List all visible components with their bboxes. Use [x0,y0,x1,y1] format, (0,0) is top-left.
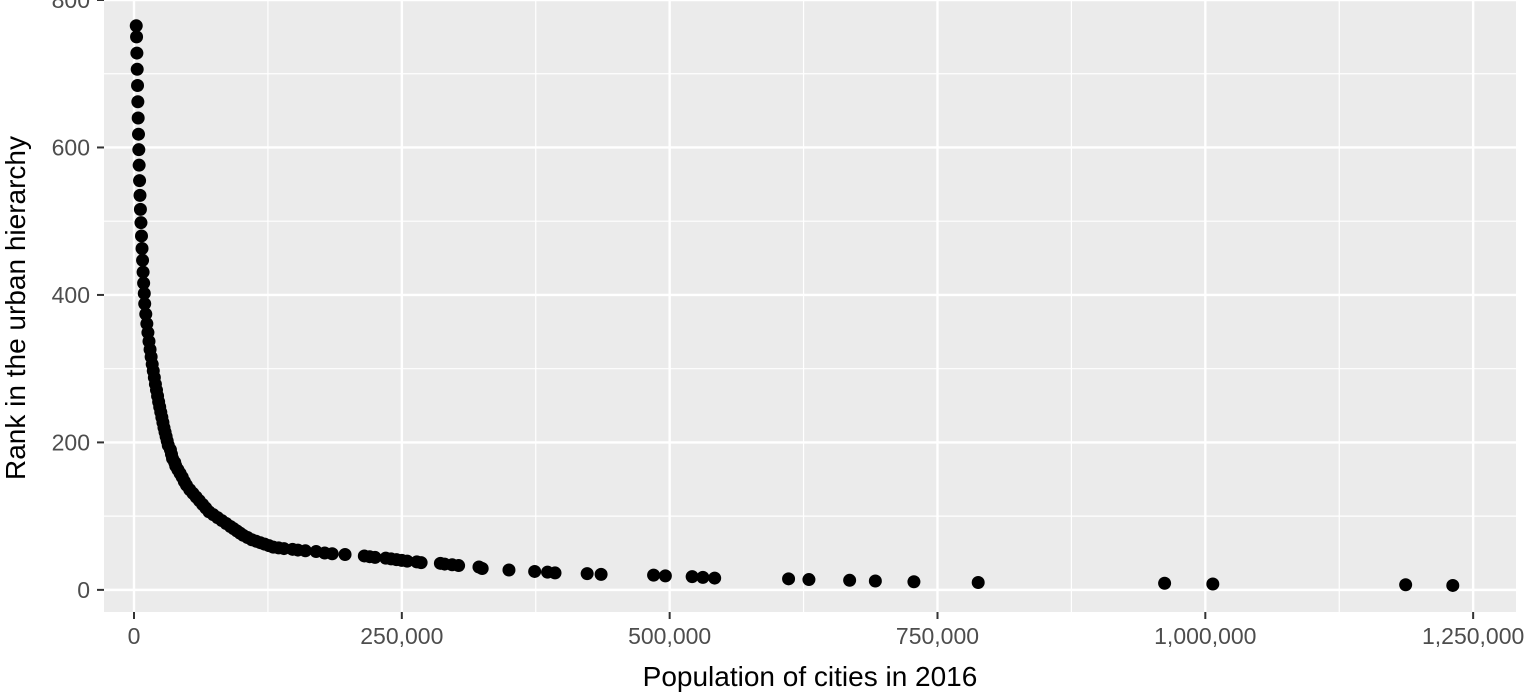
data-point [1158,576,1172,590]
y-axis: 0 200 400 600 800 [52,0,104,603]
data-point [594,567,608,581]
data-point [137,286,151,300]
y-axis-title: Rank in the urban hierarchy [0,136,31,480]
data-point [1446,578,1460,592]
data-point [971,576,985,590]
x-tick-label: 750,000 [896,623,979,649]
data-point [647,568,661,582]
data-point [528,564,542,578]
data-point [868,574,882,588]
data-point [357,549,371,563]
data-point [134,216,148,230]
data-point [410,555,424,569]
data-point [338,547,352,561]
plot-panel [104,0,1516,612]
data-point [309,545,323,559]
data-point [472,560,486,574]
x-tick-label: 1,250,000 [1422,623,1524,649]
x-axis-title: Population of cities in 2016 [643,661,978,692]
data-point [131,95,145,109]
x-tick-label: 500,000 [628,623,711,649]
data-point [580,567,594,581]
data-point [433,556,447,570]
data-point [140,317,154,331]
data-point [907,575,921,589]
data-point [1206,577,1220,591]
data-point [129,19,143,33]
data-points [129,19,1460,592]
data-point [708,571,722,585]
data-point [136,253,150,267]
data-point [136,265,150,279]
x-tick-label: 1,000,000 [1154,623,1256,649]
data-point [131,79,145,93]
data-point [130,62,144,76]
data-point [130,30,144,44]
y-tick-label: 400 [52,282,90,308]
data-point [131,127,145,141]
data-point [685,570,699,584]
data-point [131,111,145,125]
data-point [1399,578,1413,592]
data-point [502,563,516,577]
x-tick-label: 0 [128,623,141,649]
data-point [696,570,710,584]
x-tick-label: 250,000 [360,623,443,649]
data-point [132,158,146,172]
data-point [130,46,144,60]
data-point [132,143,146,157]
x-axis: 0 250,000 500,000 750,000 1,000,000 1,250,000 [128,612,1524,649]
data-point [133,174,147,188]
data-point [379,551,393,565]
data-point [138,297,152,311]
data-point [134,229,148,243]
data-point [139,307,153,321]
data-point [843,573,857,587]
data-point [541,565,555,579]
data-point [658,569,672,583]
y-tick-label: 600 [52,134,90,160]
major-gridlines [104,0,1516,612]
y-tick-label: 0 [77,577,90,603]
data-point [137,276,151,290]
data-point [802,573,816,587]
y-tick-label: 200 [52,429,90,455]
data-point [135,241,149,255]
y-tick-label: 800 [52,0,90,13]
data-point [133,202,147,216]
data-point [133,188,147,202]
minor-gridlines [104,0,1516,612]
data-point [782,572,796,586]
